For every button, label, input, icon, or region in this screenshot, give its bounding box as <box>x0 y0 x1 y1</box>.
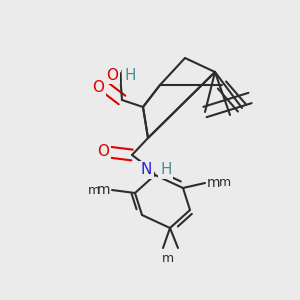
Text: H: H <box>124 68 136 82</box>
Text: m: m <box>219 176 231 190</box>
Text: OH: OH <box>108 70 132 86</box>
Text: m: m <box>162 251 174 265</box>
Text: m: m <box>206 176 220 190</box>
Text: N: N <box>141 163 152 178</box>
Text: m: m <box>88 184 100 196</box>
Text: O: O <box>97 145 109 160</box>
Text: O: O <box>92 80 104 94</box>
Text: O: O <box>106 68 118 82</box>
Text: m: m <box>97 183 111 197</box>
Text: H: H <box>160 163 172 178</box>
